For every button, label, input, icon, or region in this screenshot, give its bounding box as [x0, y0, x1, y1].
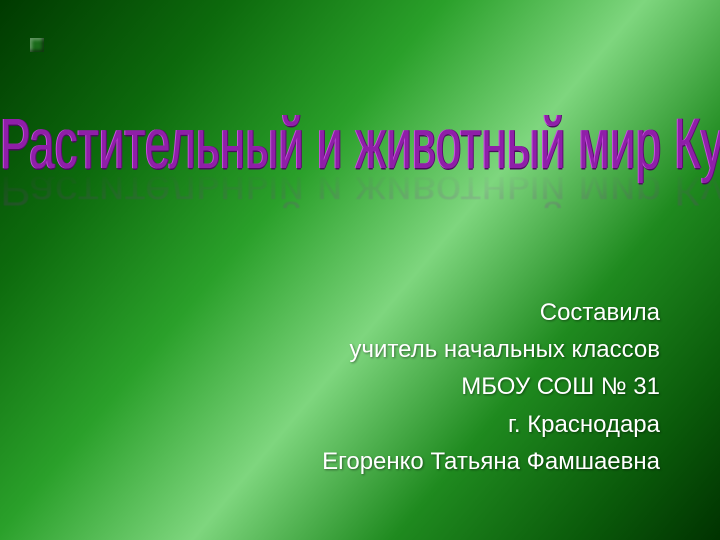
author-line-5: Егоренко Татьяна Фамшаевна — [322, 443, 660, 480]
title-block: Растительный и животный мир Кубани Расти… — [0, 120, 720, 258]
slide: Растительный и животный мир Кубани Расти… — [0, 0, 720, 540]
slide-title: Растительный и животный мир Кубани — [0, 107, 720, 178]
slide-title-reflection: Растительный и животный мир Кубани — [0, 171, 720, 212]
bullet-marker — [30, 38, 44, 52]
author-line-2: учитель начальных классов — [322, 331, 660, 368]
author-line-3: МБОУ СОШ № 31 — [322, 368, 660, 405]
author-line-4: г. Краснодара — [322, 406, 660, 443]
author-block: Составила учитель начальных классов МБОУ… — [322, 294, 660, 480]
author-line-1: Составила — [322, 294, 660, 331]
